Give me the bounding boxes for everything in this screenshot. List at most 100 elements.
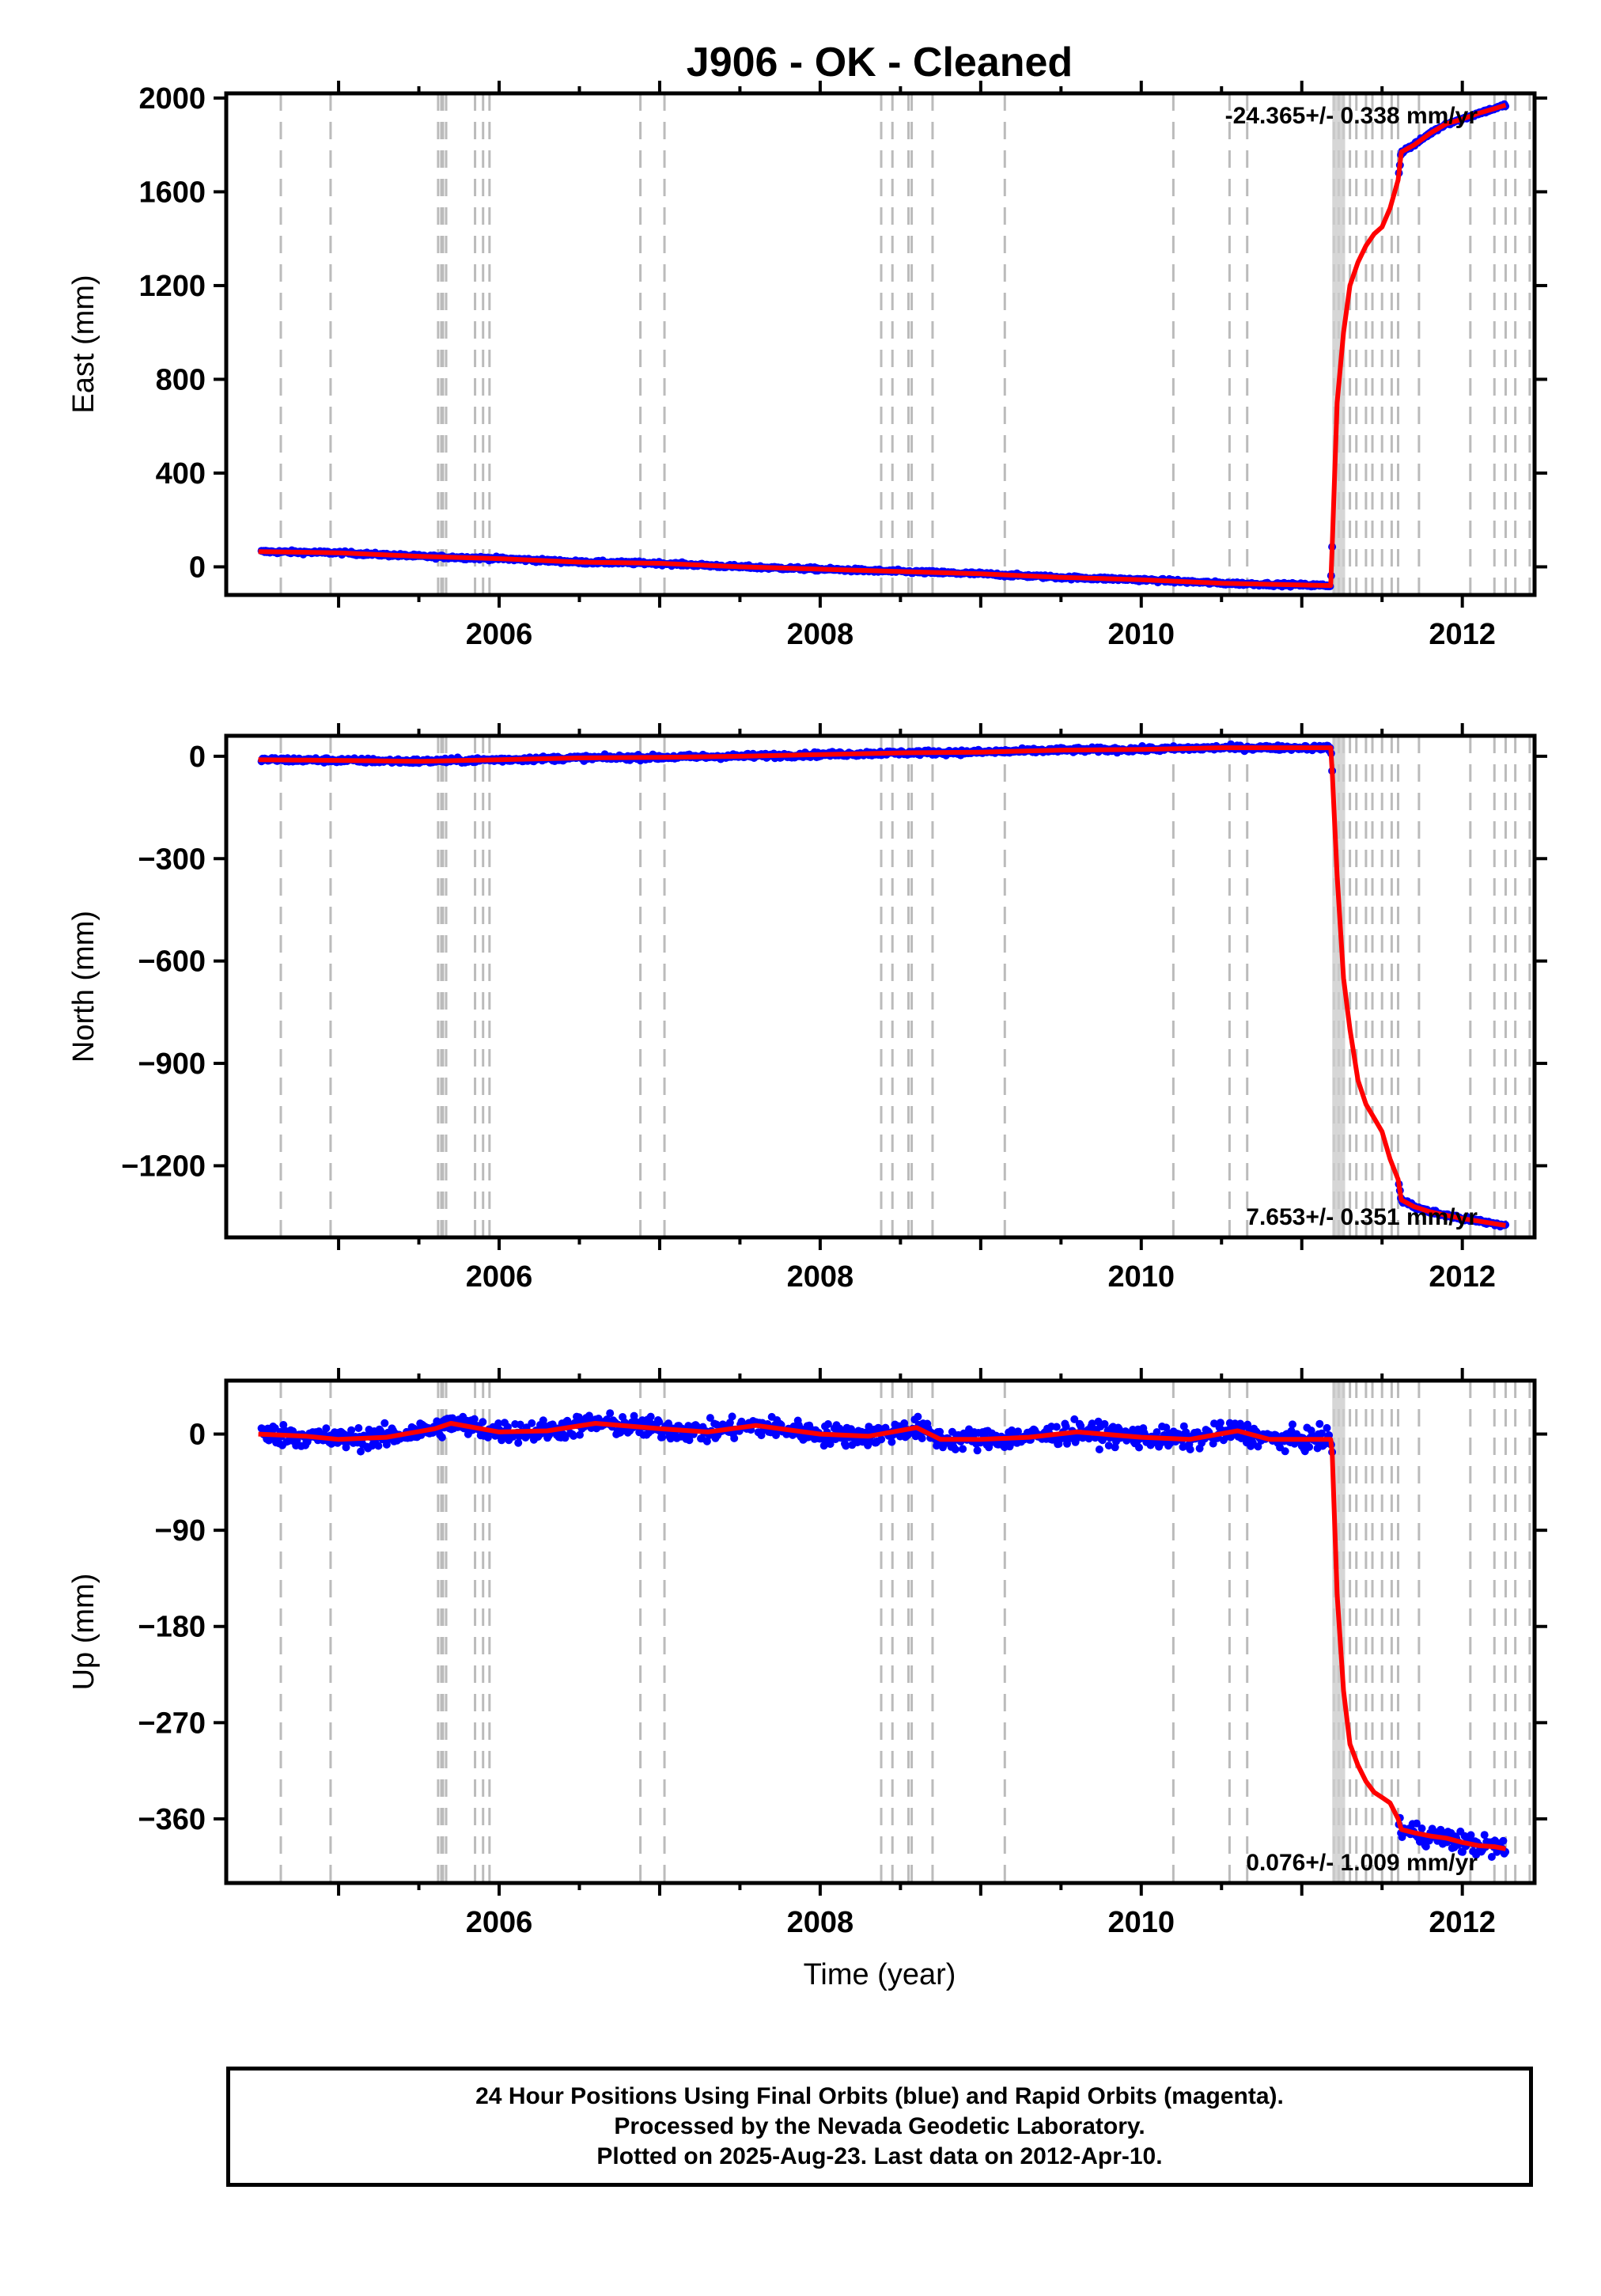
data-point [826,1440,835,1449]
data-point [1088,1419,1096,1428]
data-point [347,1426,356,1434]
y-axis-label: North (mm) [67,911,100,1063]
data-point [936,1427,944,1436]
y-tick-label: 0 [189,1419,206,1452]
x-tick-label: 2008 [787,1260,854,1294]
x-tick-label: 2012 [1429,1260,1496,1294]
rate-label: 0.076+/- 1.009 mm/yr [1246,1850,1478,1876]
data-point [339,1430,348,1438]
data-point [1467,1831,1475,1839]
data-point [819,1442,828,1450]
data-point [1070,1415,1079,1423]
data-point [570,1431,578,1440]
x-tick-label: 2012 [1429,1906,1496,1939]
data-point [1243,1420,1252,1429]
data-point [1281,1447,1289,1456]
data-point [342,1443,350,1452]
data-point [1305,1442,1314,1451]
data-point [877,1435,886,1444]
x-tick-label: 2006 [466,1906,533,1939]
model-line-north [258,745,1506,1228]
model-line-east [258,102,1507,589]
footer-line-3: Plotted on 2025-Aug-23. Last data on 201… [596,2143,1163,2169]
data-points-north [257,740,1510,1231]
data-points-east [257,100,1510,591]
data-point [973,1446,982,1455]
data-point [1095,1445,1103,1453]
y-tick-label: −180 [138,1611,206,1644]
data-point [1186,1445,1194,1453]
y-tick-label: 1600 [138,176,206,209]
data-points-up [257,1409,1510,1861]
y-tick-label: −1200 [121,1150,206,1183]
x-tick-label: 2006 [466,1260,533,1294]
data-point [888,1438,896,1446]
data-point [1084,1434,1093,1443]
data-point [842,1442,850,1450]
data-point [1062,1423,1070,1431]
data-point [374,1442,383,1450]
data-point [1052,1423,1061,1431]
data-point [483,1433,492,1442]
data-point [576,1430,584,1439]
data-point [1499,1836,1508,1845]
rate-label: -24.365+/- 0.338 mm/yr [1225,103,1478,129]
plot-frame-up [224,1378,1537,1885]
data-point [1417,1824,1426,1832]
y-tick-label: 0 [189,741,206,774]
data-point [279,1421,288,1429]
data-point [951,1445,959,1453]
data-point [606,1409,615,1418]
plot-frame-north [224,733,1537,1240]
data-point [528,1419,536,1427]
data-point [504,1423,512,1431]
data-point [354,1424,363,1432]
y-axis-label: Up (mm) [67,1574,100,1691]
data-point [1104,1442,1113,1450]
data-point [914,1412,922,1421]
data-point [380,1419,389,1427]
data-point [918,1434,926,1442]
data-point [823,1420,832,1428]
data-point [706,1414,714,1423]
data-point [1317,1429,1326,1438]
data-point [1412,1819,1421,1828]
data-point [561,1434,570,1442]
x-tick-label: 2006 [466,618,533,651]
data-point [1100,1419,1109,1428]
data-point [728,1412,736,1421]
panel-up: 0 −90 −180 −270 −360 2006 2008 2010 2012 Up (mm) 0… [67,1368,1547,1991]
data-point [772,1431,780,1439]
data-point [516,1420,524,1429]
data-point [1216,1419,1224,1427]
data-point [655,1418,664,1426]
footer-line-1: 24 Hour Positions Using Final Orbits (bl… [475,2083,1284,2109]
y-tick-label: 400 [156,457,206,491]
data-point [658,1433,667,1442]
y-tick-label: 1200 [138,270,206,303]
data-point [322,1424,331,1433]
data-point [437,1433,446,1442]
data-point [494,1419,503,1427]
data-point [479,1418,487,1426]
panel-north: 0 −300 −600 −900 −1200 2006 2008 2010 2012 North … [67,723,1547,1294]
y-tick-label: 0 [189,551,206,584]
data-point [1480,1831,1489,1839]
data-point [470,1415,479,1423]
data-point [630,1411,638,1420]
data-point [702,1437,711,1445]
data-point [1487,1853,1496,1861]
data-point [1162,1423,1171,1432]
y-tick-label: −270 [138,1707,206,1740]
x-axis-label: Time (year) [804,1958,956,1991]
data-point [1323,1423,1331,1432]
y-tick-label: 800 [156,363,206,396]
x-tick-label: 2010 [1108,1906,1175,1939]
data-point [1179,1422,1188,1430]
x-tick-label: 2012 [1429,618,1496,651]
model-line-up [258,1421,1507,1851]
data-point [357,1447,365,1456]
x-tick-label: 2010 [1108,1260,1175,1294]
data-point [959,1445,967,1453]
data-point [1289,1420,1296,1429]
